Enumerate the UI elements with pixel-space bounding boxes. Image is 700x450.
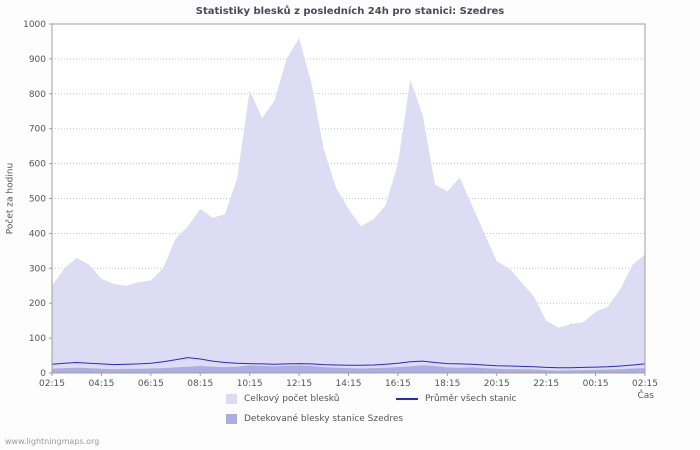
x-tick-label: 04:15 — [88, 379, 114, 389]
chart-title: Statistiky blesků z posledních 24h pro s… — [195, 6, 505, 17]
x-tick-label: 00:15 — [583, 379, 609, 389]
legend-total-label: Celkový počet blesků — [244, 394, 340, 404]
y-tick-label: 800 — [29, 90, 46, 100]
legend-total-swatch — [226, 394, 237, 404]
x-tick-label: 12:15 — [286, 379, 312, 389]
watermark-link: www.lightningmaps.org — [5, 437, 100, 446]
average-line — [51, 357, 646, 369]
x-tick-label: 02:15 — [632, 379, 658, 389]
y-tick-label: 600 — [29, 160, 46, 170]
legend-average-label: Průměr všech stanic — [425, 394, 517, 404]
legend-average-swatch — [396, 398, 418, 400]
x-tick-label: 10:15 — [237, 379, 263, 389]
x-tick-label: 08:15 — [187, 379, 213, 389]
y-tick-label: 200 — [29, 299, 46, 309]
y-tick-label: 900 — [29, 55, 46, 65]
x-tick-label: 20:15 — [484, 379, 510, 389]
y-tick-label: 500 — [29, 195, 46, 205]
detected-lightning-area — [52, 365, 645, 373]
y-axis-title: Počet za hodinu — [5, 162, 16, 235]
legend-detected-swatch — [226, 414, 237, 424]
legend-item-detected: Detekované blesky stanice Szedres — [226, 414, 403, 424]
x-axis-title: Čas — [637, 391, 655, 401]
legend-item-total: Celkový počet blesků — [226, 394, 339, 404]
x-tick-label: 06:15 — [138, 379, 164, 389]
y-tick-label: 700 — [29, 125, 46, 135]
x-tick-label: 16:15 — [385, 379, 411, 389]
y-tick-label: 0 — [40, 369, 46, 379]
legend-item-average: Průměr všech stanic — [396, 394, 517, 404]
x-tick-label: 02:15 — [39, 379, 65, 389]
x-tick-label: 22:15 — [533, 379, 559, 389]
y-tick-label: 400 — [29, 229, 46, 239]
y-tick-label: 1000 — [23, 20, 46, 30]
x-tick-label: 18:15 — [434, 379, 460, 389]
legend-detected-label: Detekované blesky stanice Szedres — [244, 414, 404, 424]
total-lightning-area — [52, 38, 645, 373]
x-tick-label: 14:15 — [336, 379, 362, 389]
y-tick-label: 100 — [29, 334, 46, 344]
y-tick-label: 300 — [29, 264, 46, 274]
